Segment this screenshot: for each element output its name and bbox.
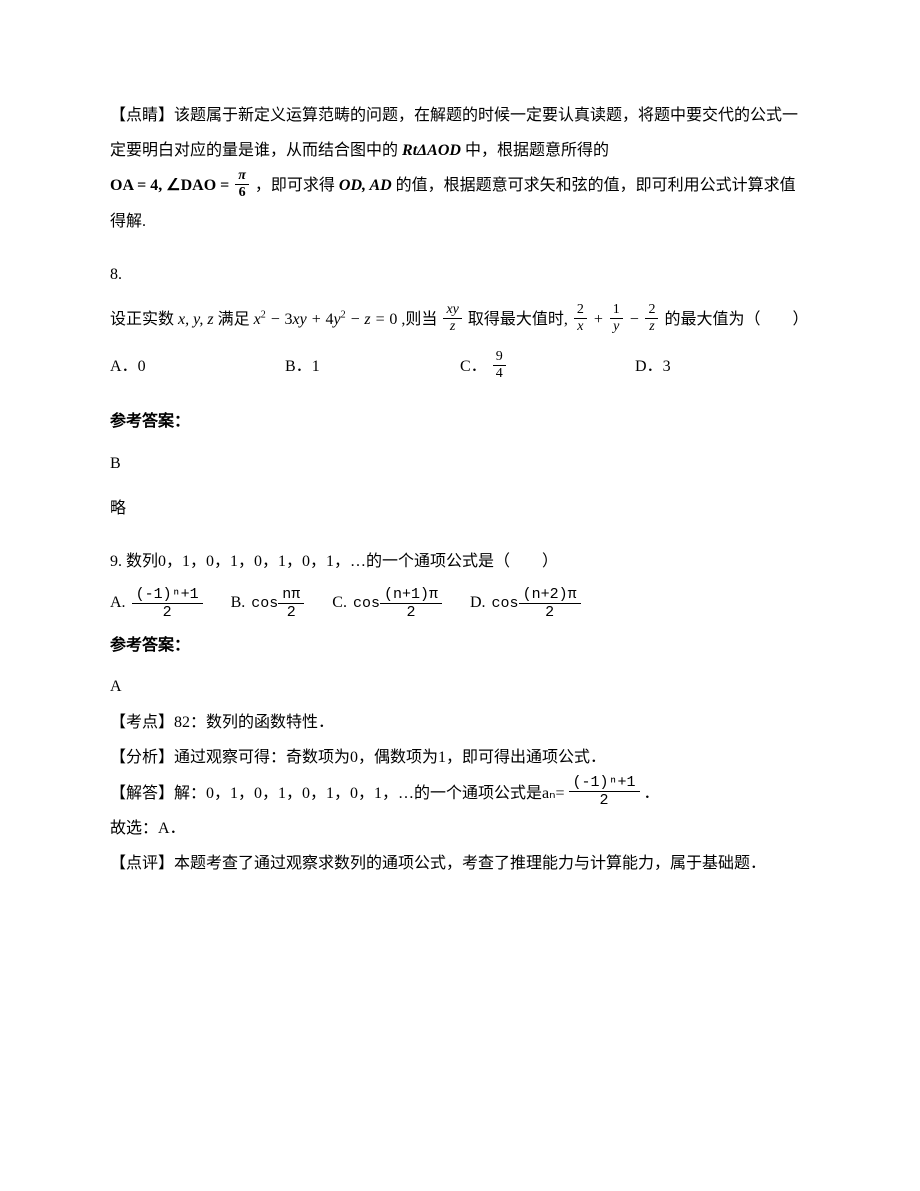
commentary-mid: ，即可求得: [255, 177, 335, 194]
q8-option-c: C． 94: [460, 349, 635, 384]
q8-answer: B: [110, 446, 810, 481]
q9-option-b: B. cos nπ2: [231, 585, 305, 620]
q9-option-d: D. cos (n+2)π2: [470, 585, 581, 620]
q8-constraint: x2 − 3xy + 4y2 − z = 0: [254, 311, 398, 328]
q8-number: 8.: [110, 257, 810, 292]
q9-answer-label: 参考答案：: [110, 628, 810, 663]
q9-answer: A: [110, 669, 810, 704]
commentary-para-1: 【点睛】该题属于新定义运算范畴的问题，在解题的时候一定要认真读题，将题中要交代的…: [110, 98, 810, 168]
q8-lue: 略: [110, 491, 810, 526]
q9-dianping: 【点评】本题考查了通过观察求数列的通项公式，考查了推理能力与计算能力，属于基础题…: [110, 846, 810, 881]
q8-answer-label: 参考答案：: [110, 404, 810, 439]
q8-stem: 设正实数 x, y, z 满足 x2 − 3xy + 4y2 − z = 0 ,…: [110, 302, 810, 337]
q9-fenxi: 【分析】通过观察可得：奇数项为0，偶数项为1，即可得出通项公式．: [110, 740, 810, 775]
commentary-para-2: OA = 4, ∠DAO = π6 ，即可求得 OD, AD 的值，根据题意可求…: [110, 168, 810, 238]
q9-kaodian: 【考点】82：数列的函数特性．: [110, 705, 810, 740]
q9-option-a: A. (-1)ⁿ+12: [110, 585, 203, 620]
q9-guxuan: 故选：A．: [110, 811, 810, 846]
q8-option-d: D．3: [635, 349, 810, 384]
q9-jiedA: 【解答】解：0，1，0，1，0，1，0，1，…的一个通项公式是aₙ= (-1)ⁿ…: [110, 775, 810, 811]
q8-option-a: A．0: [110, 349, 285, 384]
q9-stem: 9. 数列0，1，0，1，0，1，0，1，…的一个通项公式是（ ）: [110, 544, 810, 579]
q9-jie-frac: (-1)ⁿ+12: [569, 775, 640, 808]
q8-frac-xy-z: xyz: [443, 303, 461, 334]
oa-eq: OA = 4, ∠DAO = π6: [110, 177, 255, 194]
od-ad: OD, AD: [339, 177, 392, 194]
q9-options: A. (-1)ⁿ+12 B. cos nπ2 C. cos (n+1)π2 D.…: [110, 585, 810, 620]
q8-options: A．0 B．1 C． 94 D．3: [110, 349, 810, 384]
q9-option-c: C. cos (n+1)π2: [332, 585, 442, 620]
rt-triangle: RtΔAOD: [402, 142, 461, 159]
q8-expr: 2x + 1y − 2z: [572, 311, 665, 328]
q8-option-b: B．1: [285, 349, 460, 384]
q8-vars: x, y, z: [178, 311, 214, 328]
commentary-text-1b: 中，根据题意所得的: [465, 142, 609, 159]
